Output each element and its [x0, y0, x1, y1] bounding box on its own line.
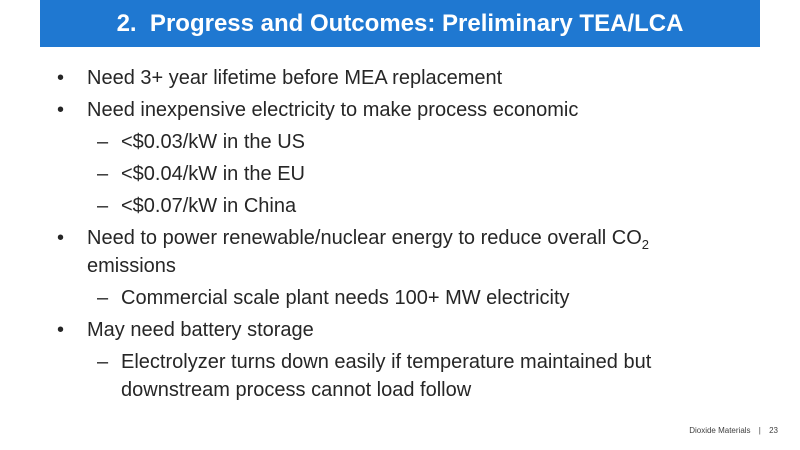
sub-bullet-text: <$0.04/kW in the EU	[121, 163, 305, 185]
sub-bullet: – Electrolyzer turns down easily if tempe…	[97, 348, 731, 404]
footer-separator: |	[758, 426, 761, 435]
bullet: • Need to power renewable/nuclear energy …	[57, 224, 737, 280]
bullet-text: Need 3+ year lifetime before MEA replace…	[87, 67, 503, 89]
bullet-marker: –	[97, 163, 109, 185]
bullet-text: emissions	[87, 255, 176, 277]
bullet-marker: –	[97, 131, 109, 153]
sub-bullet: – <$0.03/kW in the US	[97, 128, 731, 156]
bullet-marker: –	[97, 195, 109, 217]
sub-bullet: – <$0.07/kW in China	[97, 192, 731, 220]
bullet-text: Need inexpensive electricity to make pro…	[87, 99, 579, 121]
sub-bullet-text: <$0.03/kW in the US	[121, 131, 305, 153]
bullet-list: • Need 3+ year lifetime before MEA replac…	[0, 64, 800, 408]
bullet-marker: •	[57, 67, 65, 89]
bullet-text: Need to power renewable/nuclear energy t…	[87, 227, 642, 249]
bullet-marker: •	[57, 99, 65, 121]
subscript: 2	[641, 237, 649, 252]
sub-bullet-text: <$0.07/kW in China	[121, 195, 297, 217]
header-bar	[40, 0, 760, 47]
bullet: • May need battery storage	[57, 316, 737, 344]
bullet-marker: –	[97, 287, 109, 309]
sub-bullet: – Commercial scale plant needs 100+ MW el…	[97, 284, 731, 312]
bullet-text: May need battery storage	[87, 319, 314, 341]
page-number: 23	[769, 426, 778, 435]
sub-bullet-text: Electrolyzer turns down easily if temper…	[121, 351, 652, 401]
bullet: • Need inexpensive electricity to make pr…	[57, 96, 737, 124]
slide-title: 2. Progress and Outcomes: Preliminary TE…	[116, 10, 684, 37]
bullet: • Need 3+ year lifetime before MEA replac…	[57, 64, 737, 92]
bullet-marker: –	[97, 351, 109, 373]
bullet-marker: •	[57, 319, 65, 341]
sub-bullet-text: Commercial scale plant needs 100+ MW ele…	[121, 287, 570, 309]
bullet-marker: •	[57, 227, 65, 249]
footer-source: Dioxide Materials	[689, 426, 751, 435]
footer: Dioxide Materials | 23	[683, 426, 778, 435]
sub-bullet: – <$0.04/kW in the EU	[97, 160, 731, 188]
